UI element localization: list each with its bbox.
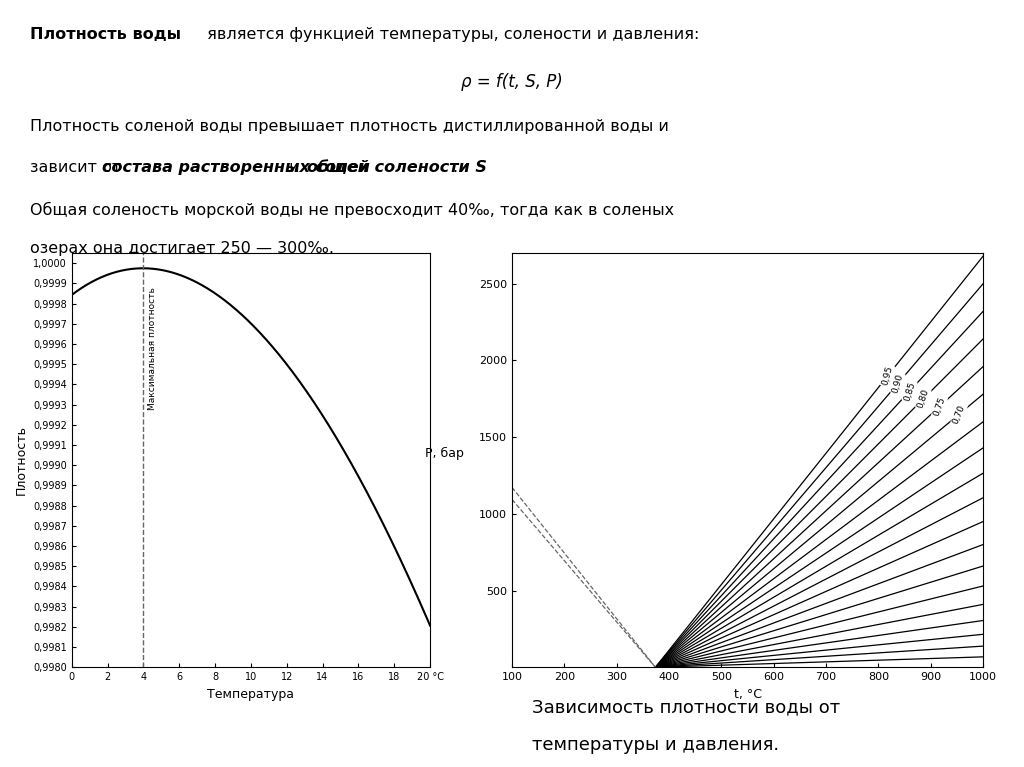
Text: 0,95: 0,95 (881, 365, 895, 387)
Text: ρ = f(t, S, P): ρ = f(t, S, P) (461, 73, 563, 91)
Text: температуры и давления.: температуры и давления. (532, 736, 779, 754)
Text: зависит от: зависит от (31, 160, 127, 176)
Text: Зависимость плотности воды от: Зависимость плотности воды от (532, 698, 841, 716)
Text: Плотность соленой воды превышает плотность дистиллированной воды и: Плотность соленой воды превышает плотнос… (31, 119, 670, 134)
Y-axis label: P, бар: P, бар (425, 447, 464, 460)
Text: 0,70: 0,70 (951, 403, 967, 425)
Text: 0,85: 0,85 (902, 380, 916, 402)
Text: состава растворенных солей: состава растворенных солей (102, 160, 370, 176)
Text: 0,80: 0,80 (915, 388, 931, 410)
Text: и: и (284, 160, 305, 176)
Y-axis label: Плотность: Плотность (14, 425, 28, 495)
X-axis label: Температура: Температура (208, 688, 294, 701)
Text: озерах она достигает 250 — 300‰.: озерах она достигает 250 — 300‰. (31, 241, 334, 256)
Text: Максимальная плотность: Максимальная плотность (147, 288, 157, 410)
X-axis label: t, °C: t, °C (733, 688, 762, 701)
Text: является функцией температуры, солености и давления:: является функцией температуры, солености… (203, 27, 699, 42)
Text: общей солености S: общей солености S (306, 160, 486, 176)
Text: .: . (452, 160, 457, 176)
Text: Общая соленость морской воды не превосходит 40‰, тогда как в соленых: Общая соленость морской воды не превосхо… (31, 202, 675, 218)
Text: 0,75: 0,75 (932, 396, 947, 417)
Text: Плотность воды: Плотность воды (31, 27, 181, 42)
Text: 0,90: 0,90 (891, 373, 905, 394)
